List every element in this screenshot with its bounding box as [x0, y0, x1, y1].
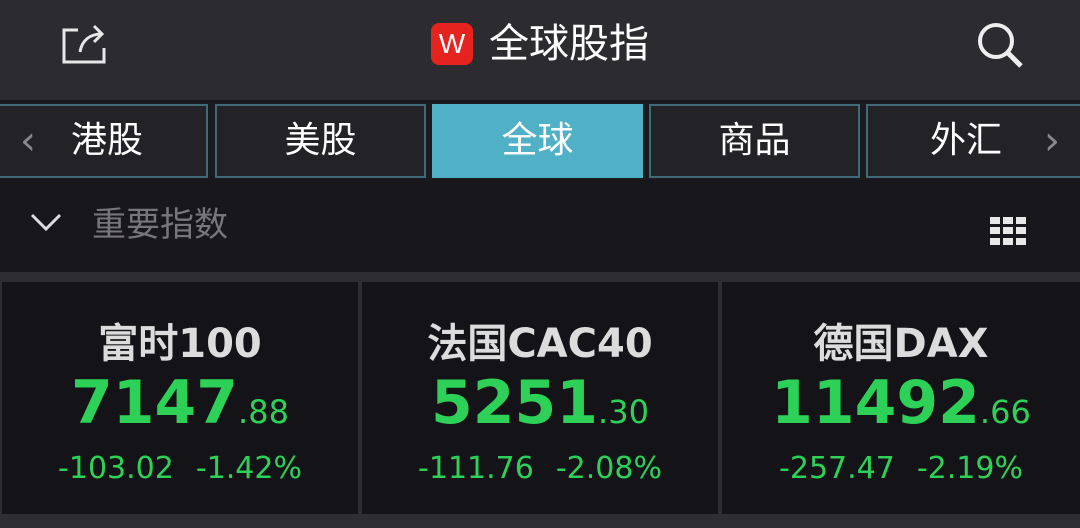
- index-cards: 富时100 7147.88 -103.02 -1.42% 法国CAC40 5251…: [0, 272, 1080, 528]
- price-dec: .66: [979, 393, 1031, 431]
- tab-hk[interactable]: ‹ 港股: [0, 104, 208, 178]
- tab-global[interactable]: 全球: [432, 104, 643, 178]
- index-card-dax[interactable]: 德国DAX 11492.66 -257.47 -2.19%: [722, 282, 1080, 514]
- chevron-down-icon[interactable]: [28, 204, 64, 240]
- index-name: 富时100: [98, 321, 262, 367]
- change-percent: -2.08%: [555, 451, 662, 486]
- index-card-cac40[interactable]: 法国CAC40 5251.30 -111.76 -2.08%: [362, 282, 718, 514]
- tab-label: 全球: [501, 120, 574, 161]
- tab-label: 美股: [284, 120, 357, 161]
- share-icon[interactable]: [60, 22, 110, 66]
- index-name: 法国CAC40: [427, 321, 653, 367]
- price-int: 5251: [431, 368, 599, 438]
- tab-us[interactable]: 美股: [215, 104, 426, 178]
- price-int: 7147: [71, 368, 239, 438]
- title-text: 全球股指: [489, 21, 649, 67]
- search-icon[interactable]: [975, 20, 1025, 70]
- page-title: W 全球股指: [0, 20, 1080, 68]
- tab-forex[interactable]: 外汇 ›: [866, 104, 1080, 178]
- chevron-right-icon[interactable]: ›: [1044, 118, 1060, 164]
- grid-view-icon[interactable]: [990, 217, 1026, 245]
- index-name: 德国DAX: [813, 321, 989, 367]
- tab-label: 商品: [718, 120, 791, 161]
- price-dec: .30: [598, 393, 649, 431]
- tab-label: 外汇: [929, 120, 1002, 161]
- app-logo: W: [431, 23, 473, 65]
- price-int: 11492: [771, 368, 980, 438]
- section-header[interactable]: 重要指数: [0, 180, 1080, 272]
- price-dec: .88: [238, 393, 289, 431]
- top-bar: W 全球股指: [0, 0, 1080, 100]
- change-value: -111.76: [418, 451, 534, 486]
- market-tabs: ‹ 港股 美股 全球 商品 外汇 ›: [0, 102, 1080, 180]
- index-change: -111.76 -2.08%: [362, 451, 718, 487]
- change-percent: -2.19%: [916, 451, 1023, 486]
- change-percent: -1.42%: [195, 451, 302, 486]
- index-price: 11492.66: [722, 372, 1080, 443]
- change-value: -103.02: [58, 451, 174, 486]
- index-change: -257.47 -2.19%: [722, 451, 1080, 487]
- section-title: 重要指数: [92, 205, 228, 245]
- index-card-ftse[interactable]: 富时100 7147.88 -103.02 -1.42%: [2, 282, 358, 514]
- index-price: 7147.88: [2, 372, 358, 443]
- change-value: -257.47: [779, 451, 895, 486]
- tab-label: 港股: [70, 120, 143, 161]
- index-price: 5251.30: [362, 372, 718, 443]
- chevron-left-icon[interactable]: ‹: [20, 118, 36, 164]
- index-change: -103.02 -1.42%: [2, 451, 358, 487]
- tab-commodities[interactable]: 商品: [649, 104, 860, 178]
